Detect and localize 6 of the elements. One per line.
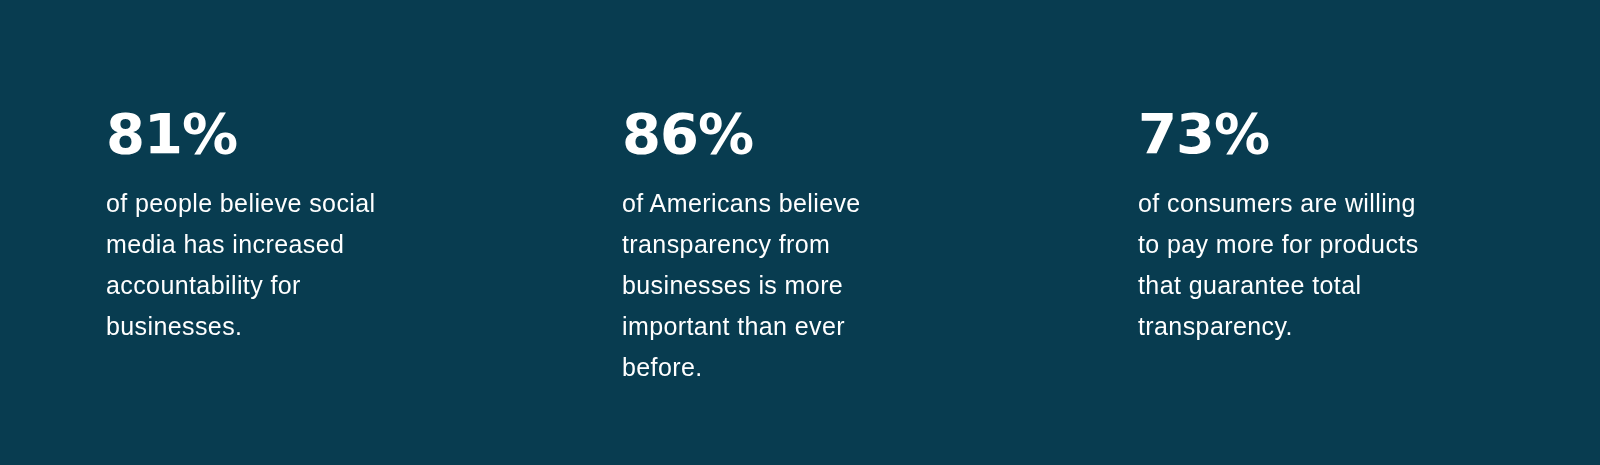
category-label: of Americans believe transparency from businesses is more important than ever before. (622, 189, 861, 381)
category-label: of people believe social media has increased accountability for businesses. (106, 189, 376, 340)
category-label: of consumers are willing to pay more for products that guarantee total transparency. (1138, 189, 1419, 340)
data-label: 73% (1138, 101, 1270, 166)
data-label: 86% (622, 101, 754, 166)
data-label: 81% (106, 101, 238, 166)
